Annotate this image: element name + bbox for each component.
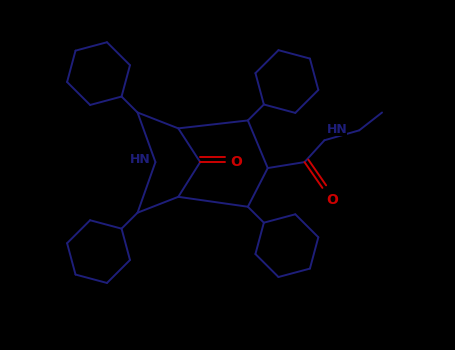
Text: O: O [231, 155, 243, 169]
Text: O: O [326, 193, 338, 207]
Text: HN: HN [327, 123, 348, 136]
Text: HN: HN [130, 153, 151, 166]
